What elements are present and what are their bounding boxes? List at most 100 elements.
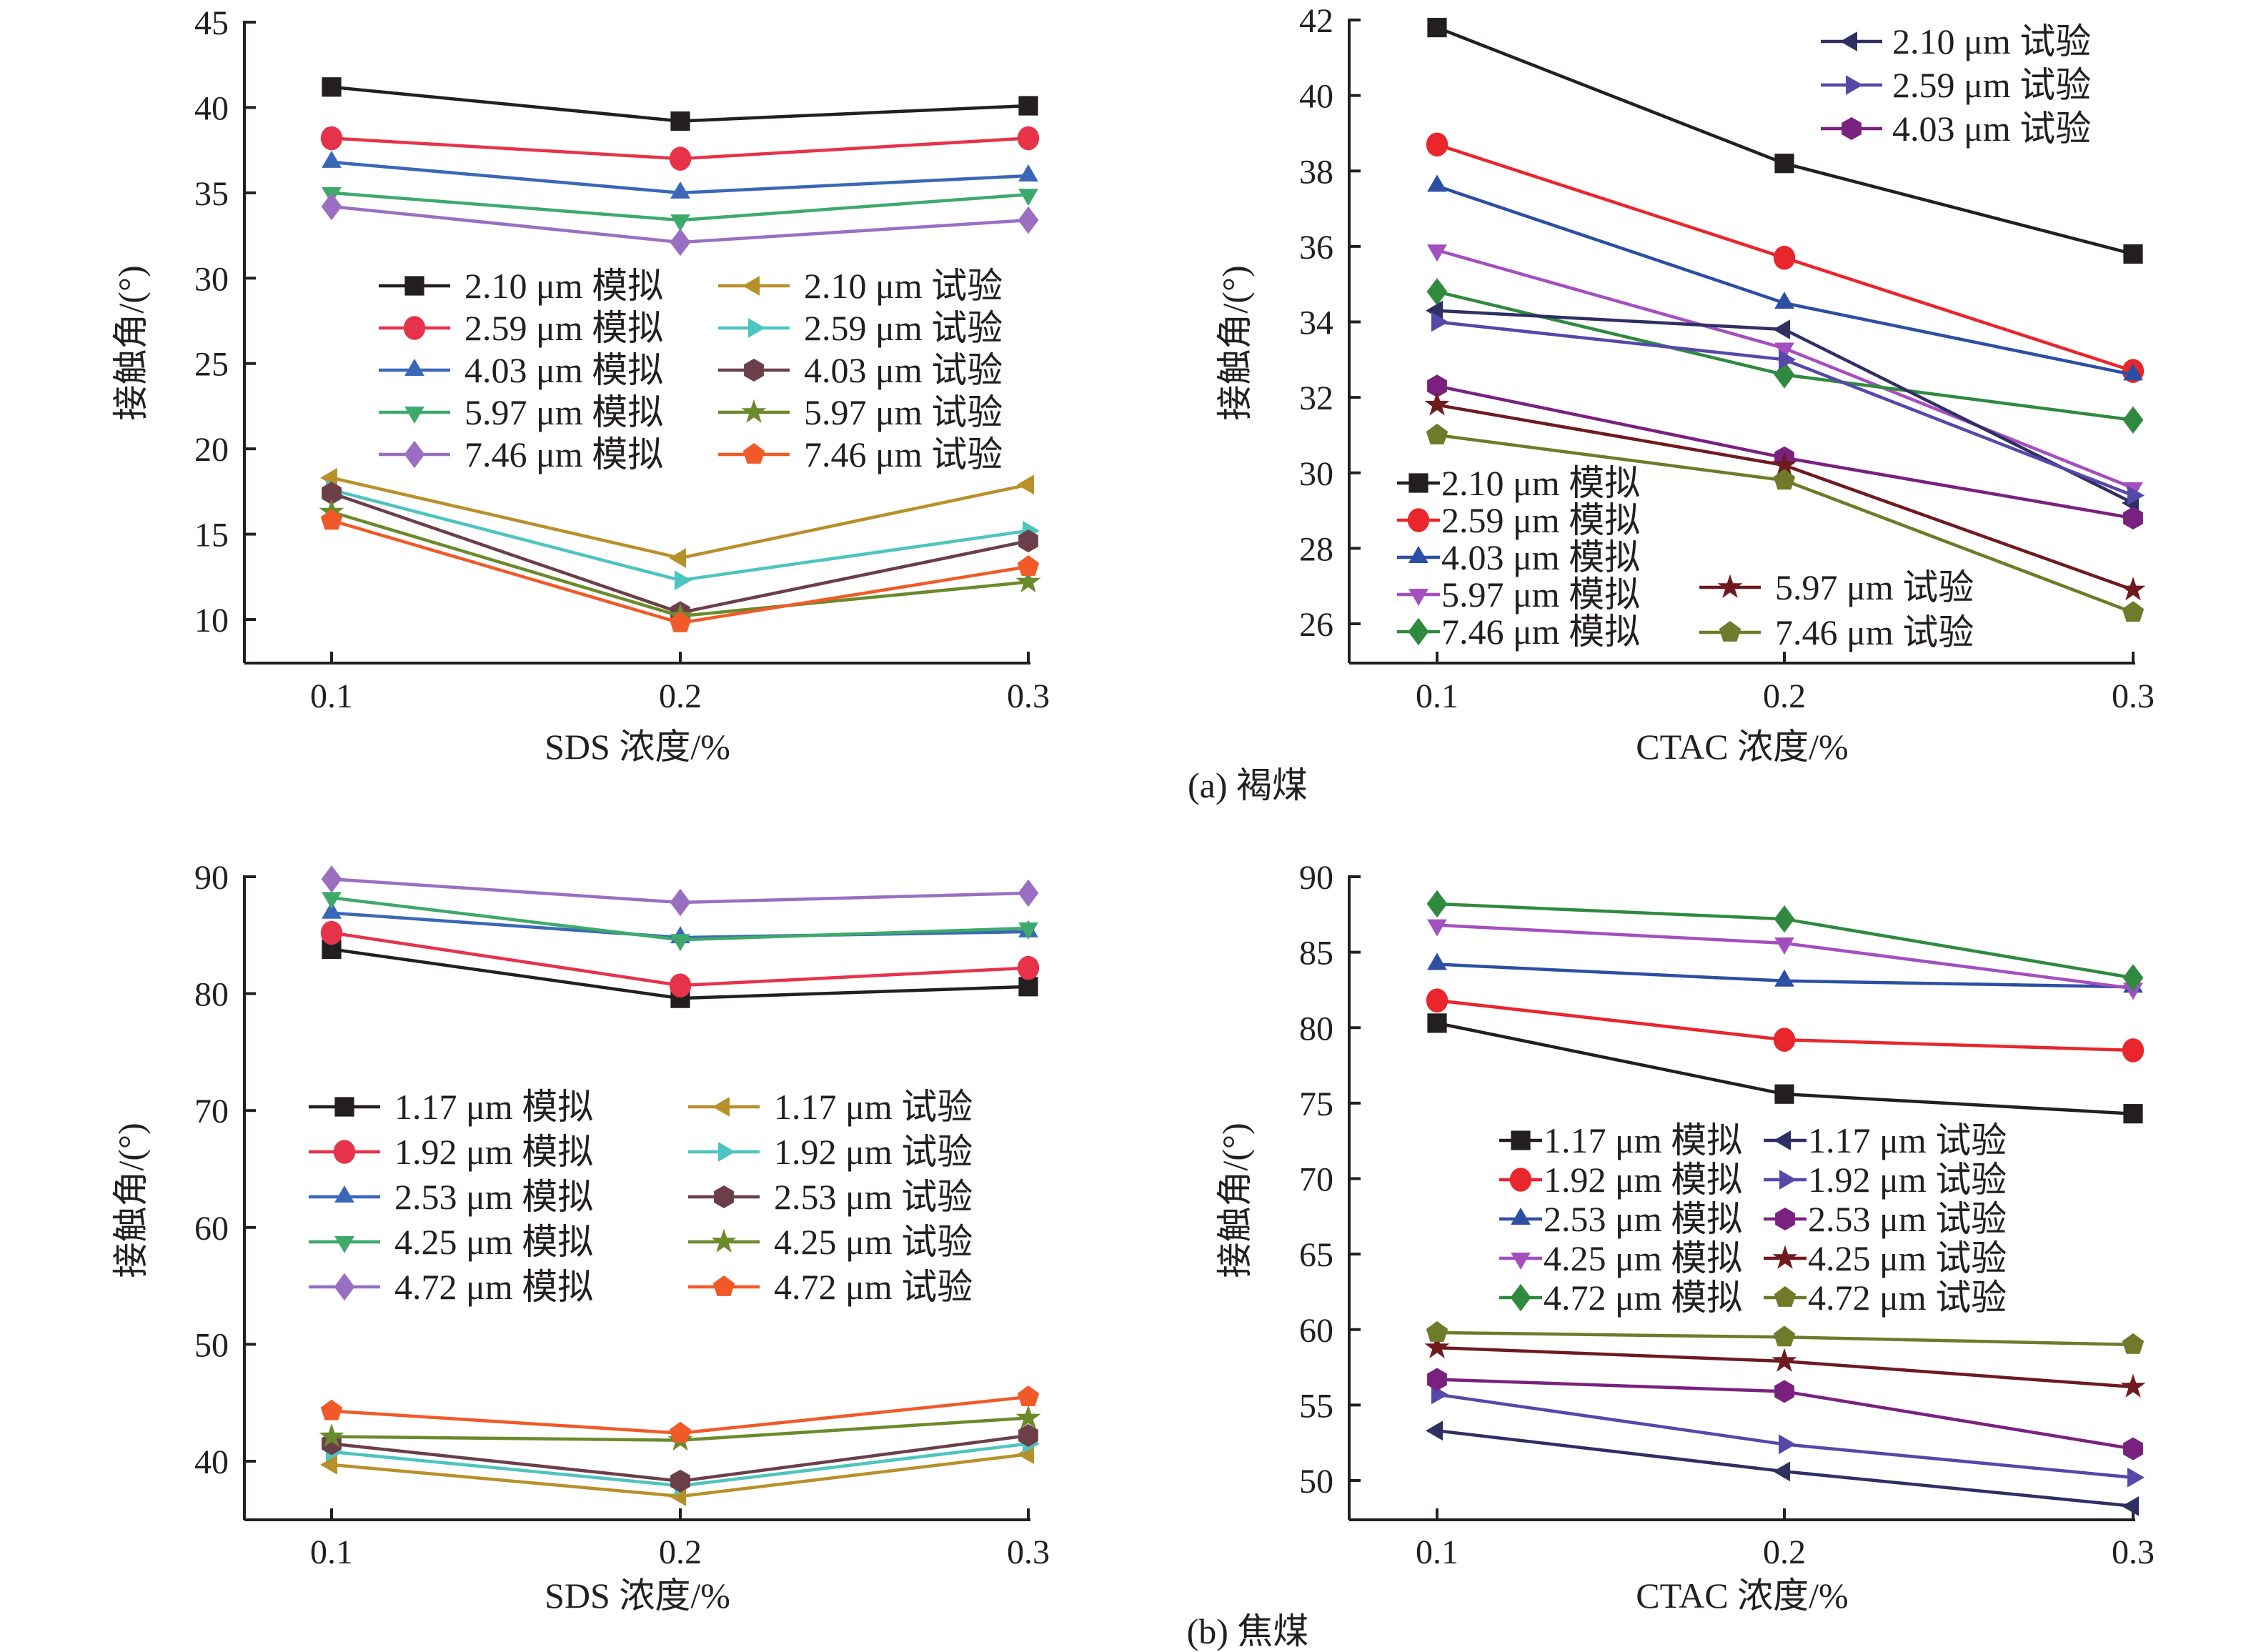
data-point	[1772, 1348, 1797, 1372]
legend-marker	[404, 359, 424, 376]
y-tick-label: 30	[1299, 455, 1333, 493]
legend-marker	[1840, 31, 1857, 51]
legend-item: 4.03 μm 模拟	[379, 350, 663, 390]
data-point	[1773, 1325, 1796, 1347]
y-tick-label: 26	[1299, 606, 1333, 644]
y-tick-label: 10	[194, 602, 229, 640]
data-point	[1426, 988, 1449, 1013]
legend-label: 7.46 μm 试验	[804, 434, 1003, 474]
data-point	[1773, 1027, 1796, 1052]
legend-item: 2.59 μm 试验	[1821, 65, 2091, 105]
series-1	[320, 126, 1040, 171]
legend-item: 2.10 μm 试验	[1821, 21, 2091, 61]
legend-marker	[714, 1185, 734, 1208]
x-tick-label: 0.2	[659, 1533, 702, 1571]
y-tick-label: 70	[194, 1093, 229, 1130]
legend-marker	[711, 1228, 737, 1253]
legend-label: 4.72 μm 模拟	[1544, 1278, 1742, 1318]
y-tick-label: 30	[194, 260, 229, 298]
legend-label: 2.59 μm 模拟	[1441, 500, 1640, 540]
data-point	[1427, 374, 1447, 398]
legend-marker	[1407, 508, 1430, 532]
series-5	[1426, 1420, 2139, 1516]
legend-item: 1.92 μm 试验	[1764, 1160, 2007, 1200]
data-point	[1773, 245, 1796, 270]
series-8	[1424, 392, 2146, 601]
data-point	[2122, 601, 2145, 622]
legend-label: 4.03 μm 模拟	[1441, 537, 1640, 577]
legend-item: 2.10 μm 试验	[718, 266, 1003, 306]
caption-b: (b) 焦煤	[1187, 1611, 1309, 1651]
y-axis-title: 接触角/(°)	[1215, 265, 1255, 420]
y-tick-label: 55	[1299, 1387, 1333, 1425]
legend: 1.17 μm 试验 1.92 μm 试验 2.53 μm 试验 4.25 μm 试验…	[688, 1087, 973, 1307]
legend-marker	[1408, 473, 1428, 493]
legend-item: 1.17 μm 试验	[688, 1087, 973, 1127]
legend-marker	[1408, 617, 1429, 646]
legend-item: 1.17 μm 模拟	[1499, 1120, 1742, 1160]
legend-marker	[1511, 1208, 1531, 1225]
legend-item: 4.03 μm 试验	[1821, 109, 2091, 149]
legend-label: 2.10 μm 模拟	[464, 266, 663, 306]
legend: 1.17 μm 模拟1.92 μm 模拟2.53 μm 模拟4.25 μm 模拟…	[1499, 1120, 1742, 1318]
data-point	[2122, 964, 2144, 992]
series-9	[320, 1385, 1040, 1443]
legend-marker	[1719, 621, 1741, 642]
legend-label: 4.72 μm 模拟	[394, 1267, 593, 1307]
legend-marker	[742, 276, 760, 296]
data-point	[1431, 312, 1449, 332]
data-point	[1774, 1380, 1794, 1403]
caption-a: (a) 褐煤	[1188, 765, 1308, 805]
y-tick-label: 40	[1299, 78, 1333, 116]
y-tick-label: 80	[1299, 1010, 1333, 1048]
data-point	[670, 214, 690, 232]
series-4	[321, 192, 1039, 257]
legend-label: 4.03 μm 模拟	[464, 350, 663, 390]
legend-item: 4.03 μm 模拟	[1397, 537, 1640, 577]
chart-a-sds: 10 15 20 25 30 35 40 45 0.1 0.2 0.3 SDS 浓度/% 接触角/(°)…	[111, 4, 1050, 767]
legend-item: 5.97 μm 模拟	[1397, 574, 1640, 614]
data-point	[1774, 292, 1794, 309]
x-tick-label: 0.3	[1007, 677, 1050, 715]
legend-marker	[1408, 589, 1428, 606]
data-point	[669, 1421, 692, 1443]
y-tick-label: 45	[194, 4, 229, 42]
legend-marker	[744, 359, 764, 382]
legend-item: 2.53 μm 试验	[688, 1177, 973, 1217]
x-tick-label: 0.2	[1763, 1533, 1806, 1571]
x-axis-title: SDS 浓度/%	[545, 727, 730, 767]
legend-label: 2.53 μm 模拟	[1544, 1199, 1742, 1239]
legend-item: 1.92 μm 模拟	[1499, 1160, 1742, 1200]
legend-item: 2.59 μm 试验	[718, 308, 1003, 348]
y-tick-label: 35	[194, 175, 229, 213]
data-point	[1018, 164, 1038, 181]
legend-marker	[334, 1097, 354, 1117]
y-tick-label: 65	[1299, 1236, 1333, 1274]
legend-marker	[1846, 75, 1863, 95]
x-axis-title: CTAC 浓度/%	[1636, 1576, 1848, 1616]
legend-marker	[1511, 1130, 1531, 1150]
data-point	[1427, 174, 1447, 192]
data-point	[1018, 189, 1038, 206]
legend-item: 7.46 μm 试验	[1699, 612, 1974, 652]
legend-marker	[712, 1097, 730, 1117]
x-axis-title: SDS 浓度/%	[545, 1576, 730, 1616]
data-point	[1427, 952, 1447, 970]
legend-item: 4.25 μm 模拟	[309, 1222, 593, 1262]
y-tick-label: 40	[194, 1443, 229, 1481]
legend-marker	[712, 1275, 735, 1296]
legend-marker	[1842, 117, 1862, 140]
series-9	[1426, 1321, 2145, 1354]
data-point	[2127, 485, 2145, 506]
legend-item: 2.59 μm 模拟	[1397, 500, 1640, 540]
legend-label: 5.97 μm 试验	[804, 392, 1003, 432]
data-point	[1017, 1385, 1040, 1406]
y-tick-label: 60	[1299, 1312, 1333, 1350]
data-point	[1018, 96, 1038, 116]
legend-marker	[334, 1273, 355, 1301]
legend-label: 7.46 μm 模拟	[464, 434, 663, 474]
series-0	[1427, 17, 2143, 264]
y-axis-title: 接触角/(°)	[1215, 1123, 1255, 1278]
x-axis-title: CTAC 浓度/%	[1636, 727, 1848, 767]
legend-item: 1.17 μm 模拟	[309, 1087, 593, 1127]
